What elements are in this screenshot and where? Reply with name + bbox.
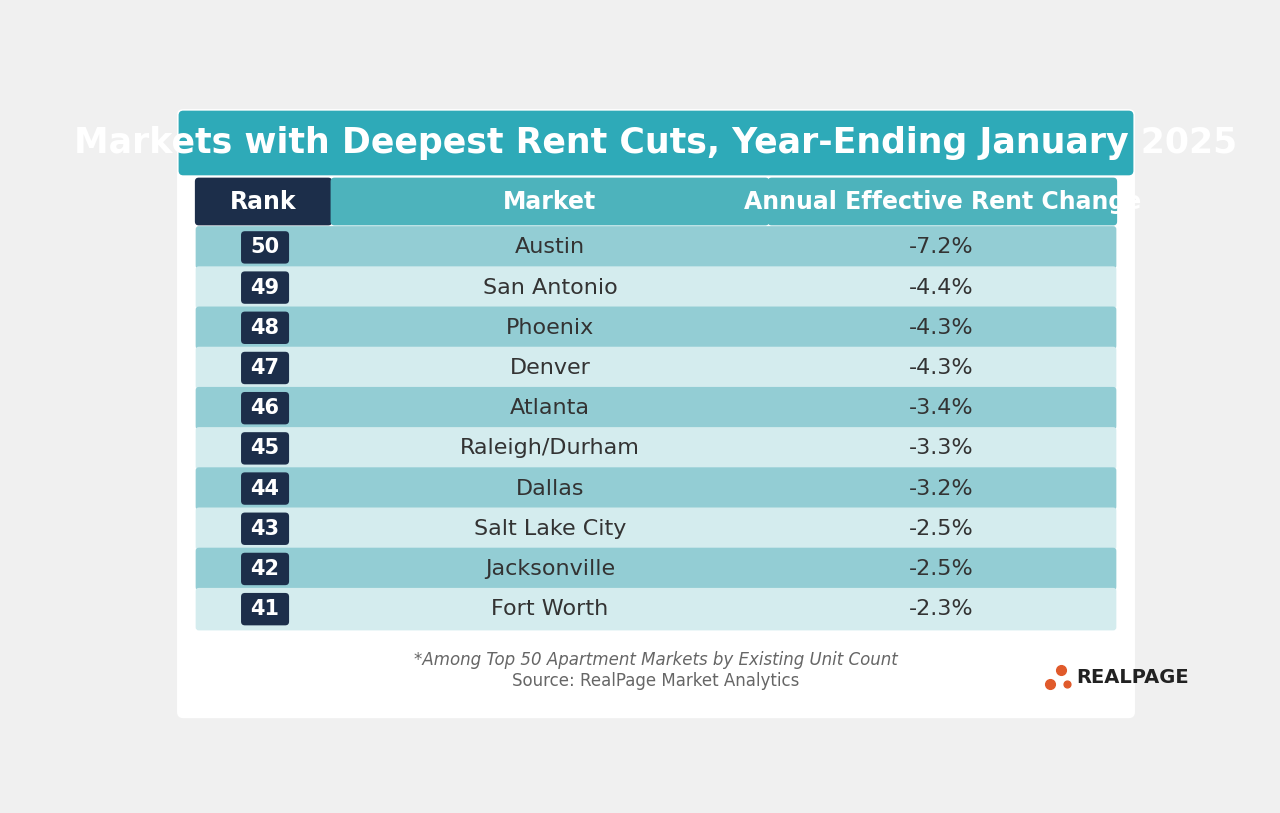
FancyBboxPatch shape bbox=[241, 553, 289, 585]
FancyBboxPatch shape bbox=[330, 177, 769, 225]
FancyBboxPatch shape bbox=[196, 307, 1116, 349]
Text: Fort Worth: Fort Worth bbox=[492, 599, 608, 620]
FancyBboxPatch shape bbox=[241, 593, 289, 625]
FancyBboxPatch shape bbox=[196, 548, 1116, 590]
Text: 49: 49 bbox=[251, 277, 279, 298]
Text: -2.5%: -2.5% bbox=[909, 519, 973, 539]
Text: Austin: Austin bbox=[515, 237, 585, 258]
FancyBboxPatch shape bbox=[241, 231, 289, 263]
FancyBboxPatch shape bbox=[196, 467, 1116, 510]
Text: Atlanta: Atlanta bbox=[509, 398, 590, 418]
FancyBboxPatch shape bbox=[196, 226, 1116, 268]
FancyBboxPatch shape bbox=[196, 346, 1116, 389]
Text: 50: 50 bbox=[251, 237, 279, 258]
Text: REALPAGE: REALPAGE bbox=[1076, 667, 1189, 687]
Text: -3.3%: -3.3% bbox=[909, 438, 973, 459]
FancyBboxPatch shape bbox=[196, 387, 1116, 429]
Text: -4.4%: -4.4% bbox=[909, 277, 973, 298]
Text: 47: 47 bbox=[251, 358, 279, 378]
Text: Salt Lake City: Salt Lake City bbox=[474, 519, 626, 539]
Text: 42: 42 bbox=[251, 559, 279, 579]
FancyBboxPatch shape bbox=[241, 433, 289, 464]
Text: Market: Market bbox=[503, 189, 596, 214]
Text: Annual Effective Rent Change: Annual Effective Rent Change bbox=[744, 189, 1140, 214]
Text: 43: 43 bbox=[251, 519, 279, 539]
Text: Rank: Rank bbox=[230, 189, 297, 214]
Text: *Among Top 50 Apartment Markets by Existing Unit Count: *Among Top 50 Apartment Markets by Exist… bbox=[415, 650, 897, 668]
Text: 41: 41 bbox=[251, 599, 279, 620]
FancyBboxPatch shape bbox=[195, 177, 332, 225]
Text: -3.2%: -3.2% bbox=[909, 479, 973, 498]
FancyBboxPatch shape bbox=[241, 272, 289, 304]
Text: 46: 46 bbox=[251, 398, 279, 418]
FancyBboxPatch shape bbox=[196, 267, 1116, 309]
Text: Raleigh/Durham: Raleigh/Durham bbox=[460, 438, 640, 459]
Text: Jacksonville: Jacksonville bbox=[485, 559, 614, 579]
Text: Dallas: Dallas bbox=[516, 479, 584, 498]
Text: Denver: Denver bbox=[509, 358, 590, 378]
FancyBboxPatch shape bbox=[179, 111, 1133, 176]
FancyBboxPatch shape bbox=[241, 392, 289, 424]
Text: -2.5%: -2.5% bbox=[909, 559, 973, 579]
FancyBboxPatch shape bbox=[177, 109, 1135, 718]
Text: Markets with Deepest Rent Cuts, Year-Ending January 2025: Markets with Deepest Rent Cuts, Year-End… bbox=[74, 126, 1238, 160]
Text: Source: RealPage Market Analytics: Source: RealPage Market Analytics bbox=[512, 672, 800, 690]
FancyBboxPatch shape bbox=[241, 311, 289, 344]
Text: -2.3%: -2.3% bbox=[909, 599, 973, 620]
Text: 48: 48 bbox=[251, 318, 279, 337]
FancyBboxPatch shape bbox=[196, 427, 1116, 470]
FancyBboxPatch shape bbox=[196, 588, 1116, 630]
Text: -3.4%: -3.4% bbox=[909, 398, 973, 418]
Text: -4.3%: -4.3% bbox=[909, 358, 973, 378]
Text: San Antonio: San Antonio bbox=[483, 277, 617, 298]
Text: 44: 44 bbox=[251, 479, 279, 498]
Text: -7.2%: -7.2% bbox=[909, 237, 973, 258]
FancyBboxPatch shape bbox=[241, 472, 289, 505]
FancyBboxPatch shape bbox=[768, 177, 1117, 225]
FancyBboxPatch shape bbox=[241, 352, 289, 385]
Text: 45: 45 bbox=[251, 438, 279, 459]
Text: Phoenix: Phoenix bbox=[506, 318, 594, 337]
FancyBboxPatch shape bbox=[241, 512, 289, 545]
Text: -4.3%: -4.3% bbox=[909, 318, 973, 337]
FancyBboxPatch shape bbox=[196, 507, 1116, 550]
